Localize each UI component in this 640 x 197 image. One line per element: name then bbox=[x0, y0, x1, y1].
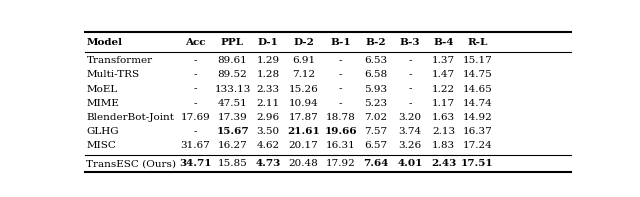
Text: 1.47: 1.47 bbox=[432, 71, 455, 79]
Text: 89.61: 89.61 bbox=[218, 56, 248, 65]
Text: -: - bbox=[408, 99, 412, 108]
Text: 1.28: 1.28 bbox=[257, 71, 280, 79]
Text: 2.96: 2.96 bbox=[257, 113, 280, 122]
Text: 4.01: 4.01 bbox=[397, 159, 422, 168]
Text: 6.57: 6.57 bbox=[365, 141, 388, 150]
Text: MIME: MIME bbox=[86, 99, 119, 108]
Text: -: - bbox=[193, 85, 197, 94]
Text: Multi-TRS: Multi-TRS bbox=[86, 71, 140, 79]
Text: -: - bbox=[193, 56, 197, 65]
Text: -: - bbox=[408, 71, 412, 79]
Text: 2.33: 2.33 bbox=[257, 85, 280, 94]
Text: 7.02: 7.02 bbox=[365, 113, 388, 122]
Text: 14.65: 14.65 bbox=[463, 85, 492, 94]
Text: 20.17: 20.17 bbox=[289, 141, 318, 150]
Text: -: - bbox=[193, 71, 197, 79]
Text: -: - bbox=[339, 85, 342, 94]
Text: 18.78: 18.78 bbox=[326, 113, 356, 122]
Text: 6.53: 6.53 bbox=[365, 56, 388, 65]
Text: MoEL: MoEL bbox=[86, 85, 118, 94]
Text: 3.20: 3.20 bbox=[398, 113, 421, 122]
Text: MISC: MISC bbox=[86, 141, 116, 150]
Text: 17.69: 17.69 bbox=[180, 113, 210, 122]
Text: 5.93: 5.93 bbox=[365, 85, 388, 94]
Text: Model: Model bbox=[86, 38, 122, 47]
Text: -: - bbox=[339, 56, 342, 65]
Text: 6.58: 6.58 bbox=[365, 71, 388, 79]
Text: 7.12: 7.12 bbox=[292, 71, 315, 79]
Text: -: - bbox=[193, 99, 197, 108]
Text: 1.29: 1.29 bbox=[257, 56, 280, 65]
Text: -: - bbox=[408, 56, 412, 65]
Text: 17.24: 17.24 bbox=[463, 141, 492, 150]
Text: 17.51: 17.51 bbox=[461, 159, 493, 168]
Text: 2.43: 2.43 bbox=[431, 159, 456, 168]
Text: 3.74: 3.74 bbox=[398, 127, 421, 136]
Text: 15.67: 15.67 bbox=[216, 127, 249, 136]
Text: 7.57: 7.57 bbox=[365, 127, 388, 136]
Text: 16.27: 16.27 bbox=[218, 141, 248, 150]
Text: D-1: D-1 bbox=[257, 38, 278, 47]
Text: 21.61: 21.61 bbox=[287, 127, 320, 136]
Text: 7.64: 7.64 bbox=[364, 159, 388, 168]
Text: 16.37: 16.37 bbox=[463, 127, 492, 136]
Text: 4.62: 4.62 bbox=[257, 141, 280, 150]
Text: 5.23: 5.23 bbox=[365, 99, 388, 108]
Text: 20.48: 20.48 bbox=[289, 159, 318, 168]
Text: 15.17: 15.17 bbox=[463, 56, 492, 65]
Text: -: - bbox=[339, 71, 342, 79]
Text: 2.11: 2.11 bbox=[257, 99, 280, 108]
Text: 133.13: 133.13 bbox=[214, 85, 251, 94]
Text: -: - bbox=[193, 127, 197, 136]
Text: 31.67: 31.67 bbox=[180, 141, 210, 150]
Text: B-1: B-1 bbox=[330, 38, 351, 47]
Text: 17.87: 17.87 bbox=[289, 113, 318, 122]
Text: GLHG: GLHG bbox=[86, 127, 119, 136]
Text: -: - bbox=[339, 99, 342, 108]
Text: 14.74: 14.74 bbox=[463, 99, 492, 108]
Text: 17.92: 17.92 bbox=[326, 159, 356, 168]
Text: 1.37: 1.37 bbox=[432, 56, 455, 65]
Text: 16.31: 16.31 bbox=[326, 141, 356, 150]
Text: 15.85: 15.85 bbox=[218, 159, 248, 168]
Text: 3.50: 3.50 bbox=[257, 127, 280, 136]
Text: 14.92: 14.92 bbox=[463, 113, 492, 122]
Text: BlenderBot-Joint: BlenderBot-Joint bbox=[86, 113, 175, 122]
Text: -: - bbox=[408, 85, 412, 94]
Text: 17.39: 17.39 bbox=[218, 113, 248, 122]
Text: 47.51: 47.51 bbox=[218, 99, 248, 108]
Text: R-L: R-L bbox=[467, 38, 488, 47]
Text: B-4: B-4 bbox=[433, 38, 454, 47]
Text: 1.17: 1.17 bbox=[432, 99, 455, 108]
Text: 34.71: 34.71 bbox=[179, 159, 212, 168]
Text: 1.22: 1.22 bbox=[432, 85, 455, 94]
Text: TransESC (Ours): TransESC (Ours) bbox=[86, 159, 177, 168]
Text: 19.66: 19.66 bbox=[324, 127, 357, 136]
Text: 15.26: 15.26 bbox=[289, 85, 318, 94]
Text: 6.91: 6.91 bbox=[292, 56, 315, 65]
Text: 10.94: 10.94 bbox=[289, 99, 318, 108]
Text: 1.63: 1.63 bbox=[432, 113, 455, 122]
Text: Transformer: Transformer bbox=[86, 56, 152, 65]
Text: 4.73: 4.73 bbox=[255, 159, 280, 168]
Text: D-2: D-2 bbox=[293, 38, 314, 47]
Text: Acc: Acc bbox=[185, 38, 205, 47]
Text: PPL: PPL bbox=[221, 38, 244, 47]
Text: 89.52: 89.52 bbox=[218, 71, 248, 79]
Text: B-2: B-2 bbox=[366, 38, 387, 47]
Text: 14.75: 14.75 bbox=[463, 71, 492, 79]
Text: 2.13: 2.13 bbox=[432, 127, 455, 136]
Text: 1.83: 1.83 bbox=[432, 141, 455, 150]
Text: 3.26: 3.26 bbox=[398, 141, 421, 150]
Text: B-3: B-3 bbox=[399, 38, 420, 47]
